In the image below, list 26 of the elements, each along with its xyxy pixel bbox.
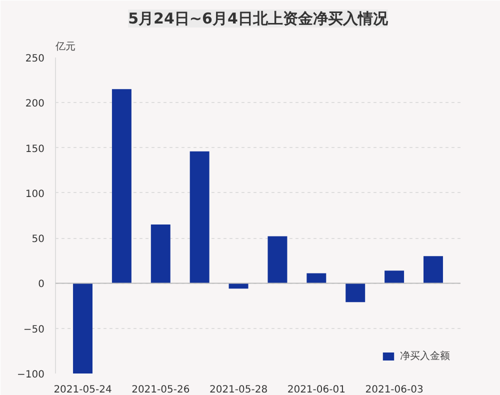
bar xyxy=(384,270,404,284)
y-tick-label: 150 xyxy=(25,144,45,155)
bar xyxy=(150,224,170,284)
y-tick-label: −100 xyxy=(17,370,45,380)
bar xyxy=(268,236,288,284)
bar xyxy=(424,256,443,284)
legend-label: 净买入金额 xyxy=(400,350,450,363)
bar xyxy=(73,283,92,374)
y-tick-label: 100 xyxy=(25,188,45,200)
bar xyxy=(346,283,366,302)
bar xyxy=(306,273,326,284)
y-tick-label: −50 xyxy=(23,324,45,336)
x-tick-label: 2021-05-28 xyxy=(209,384,268,395)
y-tick-label: 250 xyxy=(25,54,45,64)
x-tick-label: 2021-05-26 xyxy=(132,384,190,395)
chart-title: 5月24日~6月4日北上资金净买入情况 xyxy=(128,10,389,28)
y-tick-label: 200 xyxy=(25,98,45,110)
bar xyxy=(112,89,132,284)
bar xyxy=(228,283,248,289)
x-tick-label: 2021-06-01 xyxy=(287,384,346,395)
y-tick-label: 50 xyxy=(32,234,45,246)
bar xyxy=(190,151,210,284)
x-tick-label: 2021-06-03 xyxy=(365,384,424,395)
x-tick-label: 2021-05-24 xyxy=(54,384,112,395)
y-tick-label: 0 xyxy=(38,279,45,290)
y-axis-title: 亿元 xyxy=(54,42,76,52)
